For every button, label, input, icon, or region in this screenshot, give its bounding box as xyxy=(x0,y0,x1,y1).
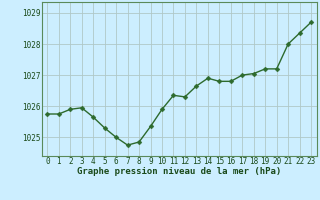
X-axis label: Graphe pression niveau de la mer (hPa): Graphe pression niveau de la mer (hPa) xyxy=(77,167,281,176)
